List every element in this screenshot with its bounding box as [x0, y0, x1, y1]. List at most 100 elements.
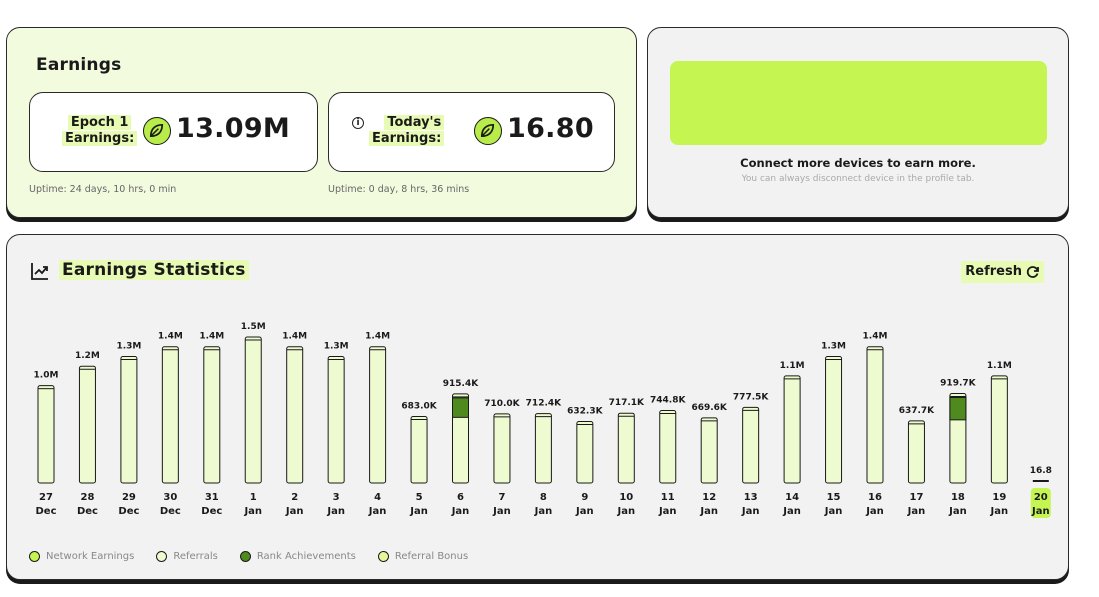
bar-value-label: 16.8 [1030, 466, 1052, 476]
chart-bar[interactable] [825, 355, 843, 484]
epoch-earnings-box: Epoch 1 Earnings: 13.09M [29, 92, 318, 172]
x-tick-month: Jan [243, 506, 262, 517]
chart-bar[interactable] [700, 417, 718, 484]
earnings-statistics-card: Earnings Statistics Refresh 1.0M 27 Dec 1.2… [6, 234, 1069, 580]
bar-value-label: 717.1K [609, 398, 645, 408]
bar-value-label: 1.0M [34, 371, 59, 381]
x-tick-month: Jan [824, 506, 843, 517]
chart-bar[interactable] [203, 346, 221, 484]
legend-dot-rank [239, 551, 251, 562]
trending-up-icon [31, 263, 48, 280]
earnings-bar-chart: 1.0M27Dec1.2M28Dec1.3M29Dec1.4M30Dec1.4M… [34, 322, 1052, 518]
info-icon[interactable]: i [352, 117, 364, 129]
refresh-button[interactable]: Refresh [961, 261, 1044, 283]
x-tick-month: Jan [948, 506, 967, 517]
x-tick-day: 30 [163, 492, 177, 503]
chart-bar[interactable] [78, 365, 96, 484]
x-tick-month: Dec [160, 506, 181, 517]
x-tick-day: 8 [540, 492, 547, 503]
bar-value-label: 669.6K [691, 403, 727, 413]
leaf-coin-icon [474, 117, 502, 145]
x-tick-day: 28 [80, 492, 94, 503]
chart-bar[interactable] [617, 412, 635, 484]
chart-bar[interactable] [327, 355, 345, 484]
legend-dot-network [29, 551, 40, 562]
today-label-line1: Today's [384, 115, 445, 130]
bar-value-label: 1.4M [863, 332, 888, 342]
earnings-card: Earnings Epoch 1 Earnings: 13.09M Uptime… [6, 27, 637, 218]
legend-dot-referrals [156, 551, 168, 562]
chart-bar[interactable] [576, 420, 594, 484]
legend-item-network[interactable]: Network Earnings [29, 551, 134, 562]
x-tick-day: 20 [1034, 492, 1048, 503]
chart-bar[interactable] [410, 416, 428, 484]
chart-bar[interactable] [493, 413, 511, 484]
epoch-earnings-value: 13.09M [176, 113, 291, 144]
x-tick-month: Jan [617, 506, 636, 517]
bar-value-label: 712.4K [526, 399, 562, 409]
bar-value-label: 1.1M [987, 361, 1012, 371]
today-earnings-value: 16.80 [507, 113, 594, 144]
bar-value-label: 1.4M [282, 332, 307, 342]
x-tick-month: Dec [35, 506, 56, 517]
x-tick-month: Jan [409, 506, 428, 517]
chart-bar[interactable] [120, 355, 138, 484]
legend-label-network: Network Earnings [46, 551, 135, 562]
x-tick-month: Jan [658, 506, 677, 517]
bar-value-label: 1.3M [324, 341, 349, 351]
legend-item-referral-bonus[interactable]: Referral Bonus [377, 551, 469, 562]
epoch-uptime: Uptime: 24 days, 10 hrs, 0 min [29, 184, 177, 195]
x-tick-day: 5 [416, 492, 423, 503]
x-tick-day: 14 [785, 492, 799, 503]
bar-value-label: 632.3K [567, 406, 603, 416]
bar-value-label: 919.7K [940, 378, 976, 388]
x-tick-month: Dec [118, 506, 139, 517]
rank-achievement-segment[interactable] [452, 397, 469, 418]
earnings-title: Earnings [36, 55, 122, 75]
x-tick-month: Jan [285, 506, 304, 517]
chart-bar[interactable] [37, 385, 55, 484]
x-tick-day: 3 [333, 492, 340, 503]
bar-value-label: 1.5M [241, 322, 266, 332]
bar-value-label: 1.4M [158, 332, 183, 342]
x-tick-day: 4 [374, 492, 381, 503]
bar-value-label: 915.4K [443, 379, 479, 389]
x-tick-day: 16 [868, 492, 882, 503]
chart-bar[interactable] [907, 420, 925, 484]
x-tick-month: Jan [451, 506, 470, 517]
x-tick-month: Dec [77, 506, 98, 517]
x-tick-day: 19 [992, 492, 1006, 503]
legend-label-referral-bonus: Referral Bonus [394, 551, 469, 562]
connect-banner[interactable] [670, 61, 1047, 145]
chart-bar[interactable] [244, 336, 262, 484]
x-tick-month: Jan [990, 506, 1009, 517]
legend-item-referrals[interactable]: Referrals [156, 551, 218, 562]
bar-value-label: 1.1M [780, 361, 805, 371]
refresh-icon [1026, 266, 1039, 278]
x-tick-day: 15 [827, 492, 841, 503]
today-label-line2: Earnings: [369, 131, 445, 146]
chart-bar[interactable] [783, 375, 801, 484]
chart-bar[interactable] [534, 413, 552, 484]
chart-bar[interactable] [659, 410, 677, 484]
chart-bar[interactable] [369, 346, 387, 484]
bar-value-label: 1.3M [821, 341, 846, 351]
bar-value-label: 710.0K [484, 399, 520, 409]
rank-achievement-segment[interactable] [949, 396, 967, 421]
legend-item-rank[interactable]: Rank Achievements [239, 551, 356, 562]
chart-bar[interactable] [161, 346, 179, 484]
x-tick-month: Jan [699, 506, 718, 517]
x-tick-day: 31 [205, 492, 219, 503]
connect-devices-card: Connect more devices to earn more. You c… [647, 27, 1069, 218]
chart-bar[interactable] [742, 406, 760, 484]
connect-sub-message: You can always disconnect device in the … [741, 174, 975, 184]
bar-value-label: 1.2M [75, 351, 100, 361]
bar-value-label: 683.0K [401, 402, 437, 412]
x-tick-day: 11 [661, 492, 675, 503]
chart-bar[interactable] [990, 375, 1008, 484]
chart-bar[interactable] [286, 346, 304, 484]
x-tick-month: Jan [782, 506, 801, 517]
chart-bar[interactable] [866, 346, 884, 484]
x-tick-month: Jan [368, 506, 387, 517]
x-tick-day: 13 [744, 492, 758, 503]
